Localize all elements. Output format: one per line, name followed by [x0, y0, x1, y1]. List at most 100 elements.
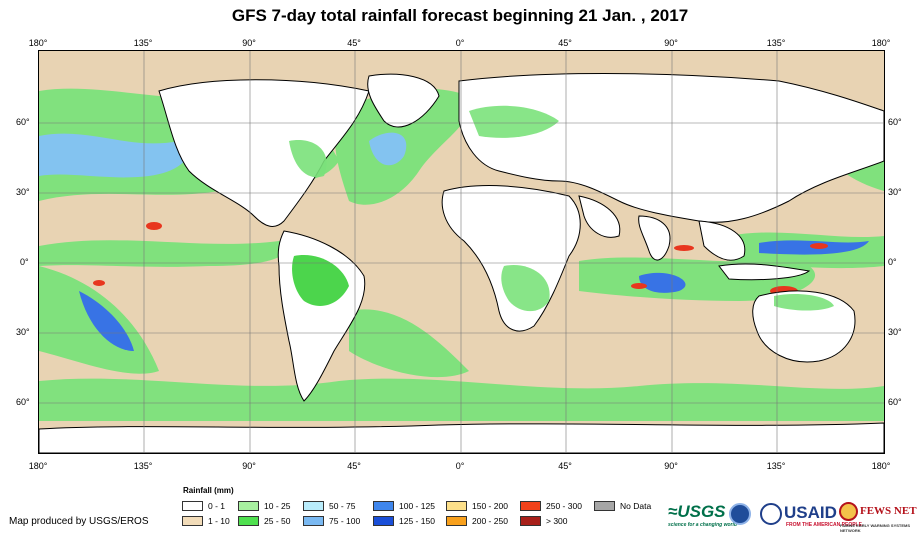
legend-swatch — [238, 516, 259, 526]
legend-item: No Data — [594, 500, 651, 512]
rain-land-southern-africa — [501, 265, 550, 312]
rain-land-europe — [469, 105, 559, 138]
lon-label-top: 135° — [766, 38, 786, 48]
legend-label: > 300 — [546, 516, 568, 526]
legend-label: 250 - 300 — [546, 501, 582, 511]
lat-label-right: 30° — [888, 327, 902, 337]
lon-label-bottom: 90° — [242, 461, 256, 471]
legend-item: 100 - 125 — [373, 500, 435, 512]
lon-label-bottom: 90° — [664, 461, 678, 471]
lat-label-right: 30° — [888, 187, 902, 197]
lat-label-right: 60° — [888, 117, 902, 127]
usaid-tagline: FROM THE AMERICAN PEOPLE — [786, 522, 862, 528]
lon-label-bottom: 45° — [558, 461, 572, 471]
legend-item: 25 - 50 — [238, 515, 290, 527]
map-credit: Map produced by USGS/EROS — [9, 516, 149, 527]
usaid-seal-icon — [760, 503, 782, 525]
legend-swatch — [446, 516, 467, 526]
lon-label-top: 135° — [133, 38, 153, 48]
legend-item: 200 - 250 — [446, 515, 508, 527]
lon-label-bottom: 180° — [28, 461, 48, 471]
legend-swatch — [520, 516, 541, 526]
legend-swatch — [594, 501, 615, 511]
legend-label: 0 - 1 — [208, 501, 226, 511]
fews-net-tagline: FAMINE EARLY WARNING SYSTEMS NETWORK — [840, 523, 911, 533]
lon-label-top: 180° — [28, 38, 48, 48]
legend-label: 125 - 150 — [399, 516, 435, 526]
usgs-tagline: science for a changing world — [668, 522, 737, 528]
legend-swatch — [520, 501, 541, 511]
legend-item: 75 - 100 — [303, 515, 360, 527]
legend-title: Rainfall (mm) — [183, 486, 234, 495]
rain-band-south-pacific-core — [79, 291, 134, 351]
rain-band-south-atlantic — [349, 309, 469, 378]
rain-band-north-pacific-core — [39, 133, 189, 178]
legend-swatch — [238, 501, 259, 511]
legend-item: 10 - 25 — [238, 500, 290, 512]
legend-label: 150 - 200 — [472, 501, 508, 511]
rain-band-indian-ocean-core — [639, 272, 686, 293]
extreme-spot — [631, 283, 647, 289]
legend-item: 125 - 150 — [373, 515, 435, 527]
legend-swatch — [373, 501, 394, 511]
legend-label: No Data — [620, 501, 652, 511]
rain-land-amazon — [292, 255, 349, 306]
extreme-spot — [674, 245, 694, 251]
land-arabia — [578, 195, 621, 238]
extreme-spot — [93, 280, 105, 286]
lon-label-bottom: 0° — [455, 461, 465, 471]
land-antarctica — [39, 422, 884, 453]
lon-label-top: 180° — [871, 38, 891, 48]
land-eurasia — [458, 73, 884, 223]
legend-label: 75 - 100 — [329, 516, 361, 526]
lon-label-bottom: 180° — [871, 461, 891, 471]
lat-label-left: 60° — [16, 397, 30, 407]
rain-band-north-atlantic-core — [369, 132, 407, 166]
lon-label-bottom: 135° — [133, 461, 153, 471]
legend-item: 50 - 75 — [303, 500, 355, 512]
fews-seal-icon — [839, 502, 858, 521]
lat-label-left: 0° — [20, 257, 29, 267]
lon-label-top: 45° — [347, 38, 361, 48]
lat-label-right: 60° — [888, 397, 902, 407]
legend-swatch — [303, 516, 324, 526]
land-southeast-asia — [698, 220, 746, 261]
legend-label: 100 - 125 — [399, 501, 435, 511]
land-india — [638, 215, 671, 261]
lon-label-top: 90° — [242, 38, 256, 48]
lon-label-top: 0° — [455, 38, 465, 48]
rain-over-land — [289, 105, 834, 312]
legend-item: 150 - 200 — [446, 500, 508, 512]
land-greenland — [367, 73, 440, 128]
legend-item: 0 - 1 — [182, 500, 225, 512]
lat-label-left: 30° — [16, 187, 30, 197]
noaa-logo-icon — [729, 503, 751, 525]
usgs-logo: ≈USGS — [668, 502, 726, 521]
legend-item: 1 - 10 — [182, 515, 230, 527]
lat-label-right: 0° — [888, 257, 897, 267]
legend-swatch — [373, 516, 394, 526]
legend-swatch — [182, 501, 203, 511]
usaid-logo: USAID — [784, 503, 837, 522]
legend-swatch — [182, 516, 203, 526]
legend-label: 200 - 250 — [472, 516, 508, 526]
lon-label-top: 90° — [664, 38, 678, 48]
rain-land-north-america-east — [289, 140, 327, 178]
legend-label: 1 - 10 — [208, 516, 230, 526]
extreme-spot — [146, 222, 162, 230]
rainfall-map-svg — [39, 51, 884, 453]
legend-swatch — [446, 501, 467, 511]
legend-item: 250 - 300 — [520, 500, 582, 512]
land-north-america — [158, 79, 370, 227]
graticule — [39, 51, 884, 453]
lon-label-bottom: 45° — [347, 461, 361, 471]
legend-swatch — [303, 501, 324, 511]
land-australia — [752, 290, 856, 363]
rain-land-australia-north — [774, 294, 834, 311]
legend-label: 25 - 50 — [264, 516, 291, 526]
rain-band-tropical-pacific — [39, 240, 286, 267]
rainfall-map — [38, 50, 885, 454]
map-title: GFS 7-day total rainfall forecast beginn… — [231, 6, 689, 25]
lat-label-left: 30° — [16, 327, 30, 337]
legend-label: 10 - 25 — [264, 501, 291, 511]
